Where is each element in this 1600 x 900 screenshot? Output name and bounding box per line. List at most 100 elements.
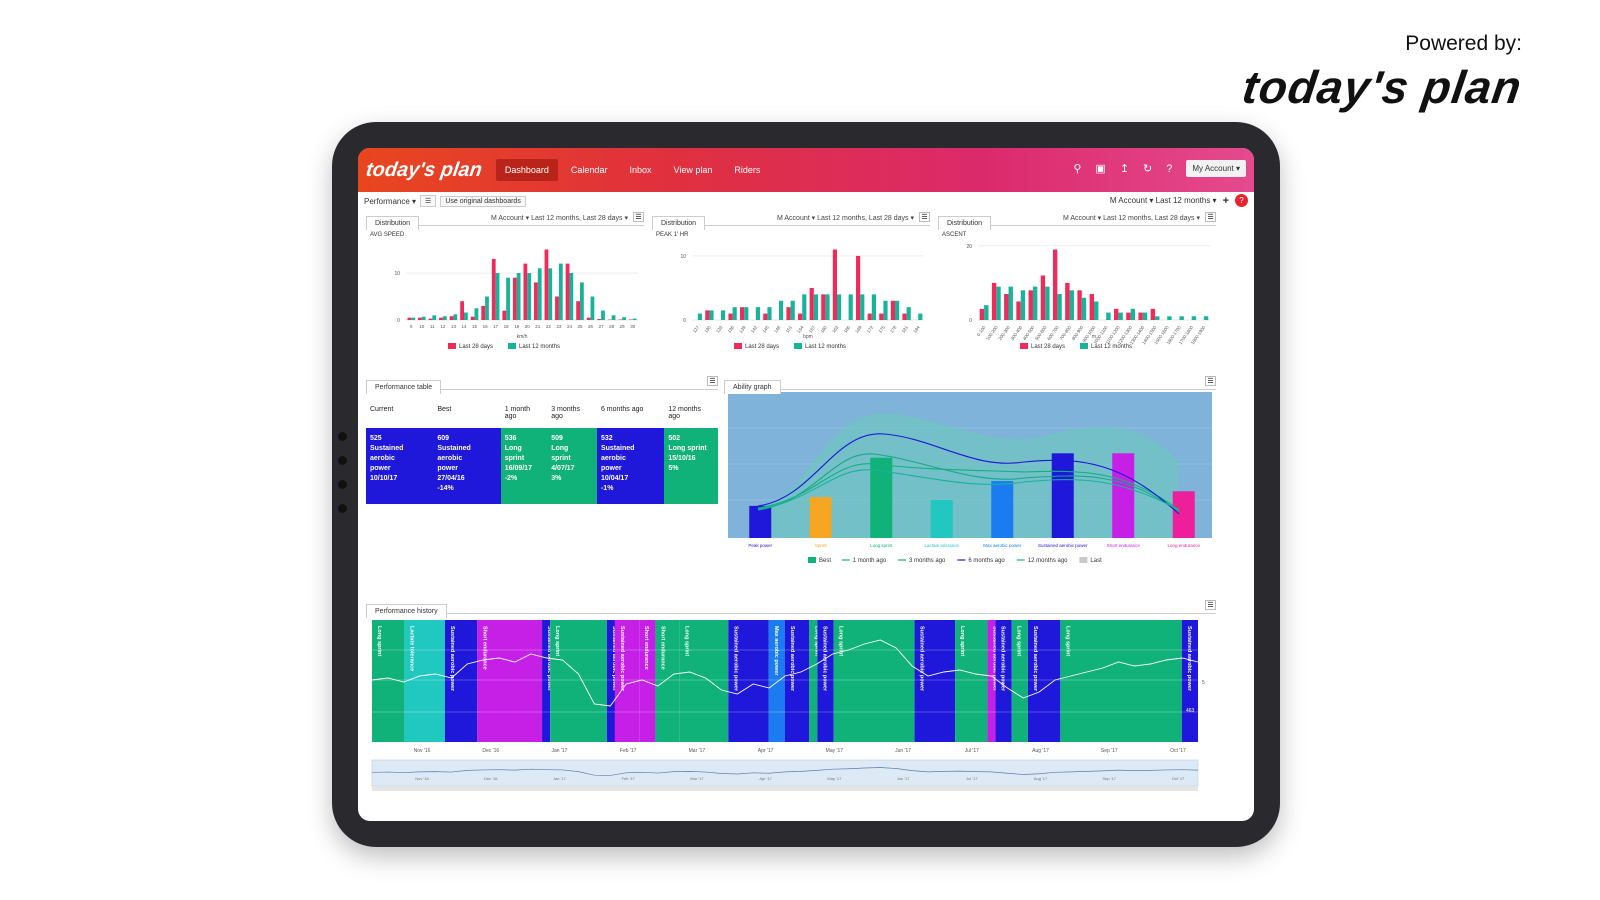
category-label: Sustained aerobic power bbox=[1038, 543, 1088, 548]
bar-last-12-months bbox=[837, 294, 842, 320]
tab-distribution[interactable]: Distribution bbox=[366, 216, 420, 230]
my-account-button[interactable]: My Account ▾ bbox=[1186, 160, 1246, 177]
x-tick-label: 145 bbox=[761, 324, 770, 333]
legend-label: 6 months ago bbox=[968, 558, 1005, 564]
segment-label: Sustained aerobic power bbox=[919, 626, 925, 692]
segment-label: Long sprint bbox=[376, 626, 382, 656]
bar-last-28-days bbox=[1089, 294, 1094, 320]
bar-last-28-days bbox=[544, 249, 549, 320]
nav-calendar[interactable]: Calendar bbox=[570, 165, 608, 175]
line-3-months-ago bbox=[757, 453, 1180, 513]
bar-last-28-days bbox=[763, 313, 768, 320]
x-tick-label: 151 bbox=[785, 324, 794, 333]
tab-ability-graph[interactable]: Ability graph bbox=[724, 380, 781, 394]
bar-last-28-days bbox=[867, 313, 872, 320]
tab-performance-table[interactable]: Performance table bbox=[366, 380, 442, 394]
clipboard-icon[interactable]: ▣ bbox=[1095, 163, 1106, 175]
menu-icon[interactable]: ☰ bbox=[633, 212, 644, 222]
legend-swatch-12m bbox=[794, 343, 802, 349]
bar-last-12-months bbox=[883, 300, 888, 320]
bar-last-12-months bbox=[802, 294, 807, 320]
use-original-dashboards-button[interactable]: Use original dashboards bbox=[440, 195, 526, 207]
category-label: Max aerobic power bbox=[983, 543, 1022, 548]
y-tick-label: 0 bbox=[969, 318, 972, 324]
table-cell[interactable]: 502 Long sprint 15/10/16 5% bbox=[664, 428, 718, 504]
x-tick-label: 127 bbox=[692, 324, 701, 333]
history-segment bbox=[785, 620, 810, 742]
nav-view-plan[interactable]: View plan bbox=[673, 165, 713, 175]
bar-last-28-days bbox=[879, 313, 884, 320]
segment-label: Sustained aerobic power bbox=[991, 626, 997, 692]
distribution-filter[interactable]: M Account ▾ Last 12 months, Last 28 days… bbox=[491, 215, 628, 222]
help-icon[interactable]: ? bbox=[1166, 162, 1173, 175]
sync-icon[interactable]: ↻ bbox=[1143, 163, 1153, 175]
help-badge-icon[interactable]: ? bbox=[1235, 194, 1248, 207]
bar-last-12-months bbox=[453, 314, 458, 320]
menu-icon[interactable]: ☰ bbox=[1205, 600, 1216, 610]
table-cell-line: 27/04/16 bbox=[437, 475, 465, 482]
legend-last-28-days: Last 28 days bbox=[459, 344, 493, 350]
x-tick-label: 22 bbox=[546, 324, 552, 329]
table-cell-line: sprint bbox=[504, 455, 525, 462]
nav-riders[interactable]: Riders bbox=[734, 165, 761, 175]
dashboard-view-select[interactable]: Performance ▾ bbox=[364, 196, 417, 206]
nav-dashboard[interactable]: Dashboard bbox=[495, 159, 558, 181]
performance-table: Current Best 1 month ago 3 months ago 6 mont… bbox=[366, 402, 718, 504]
table-cell-line: 525 bbox=[370, 435, 382, 442]
bar-last-28-days bbox=[890, 300, 895, 320]
bar-last-12-months bbox=[1081, 297, 1087, 320]
table-cell[interactable]: 509 Long sprint 4/07/17 3% bbox=[547, 428, 597, 504]
segment-label: Long sprint bbox=[959, 626, 965, 656]
segment-label: Sustained aerobic power bbox=[789, 626, 795, 692]
distribution-filter[interactable]: M Account ▾ Last 12 months, Last 28 days… bbox=[777, 215, 914, 222]
y-tick-label: 10 bbox=[680, 254, 686, 260]
x-tick-label: 25 bbox=[577, 324, 583, 329]
performance-table-panel: Performance table ☰ Current Best 1 month ag… bbox=[366, 376, 718, 504]
bar-last-12-months bbox=[432, 315, 437, 320]
bar-last-28-days bbox=[597, 319, 602, 320]
navigator-month-label: Feb '17 bbox=[622, 776, 636, 781]
legend-swatch-28d bbox=[1020, 343, 1028, 349]
bar-last-12-months bbox=[721, 310, 726, 320]
table-cell[interactable]: 609 Sustained aerobic power 27/04/16 -14% bbox=[433, 428, 501, 504]
search-icon[interactable]: ⚲ bbox=[1073, 163, 1082, 175]
tab-performance-history[interactable]: Performance history bbox=[366, 604, 447, 618]
y-tick-label: 10 bbox=[394, 271, 400, 277]
table-cell-line: 3% bbox=[551, 475, 562, 482]
bar-last-28-days bbox=[1016, 301, 1021, 320]
bar-last-12-months bbox=[1032, 286, 1038, 320]
menu-icon[interactable]: ☰ bbox=[919, 212, 930, 222]
distribution-filter[interactable]: M Account ▾ Last 12 months, Last 28 days… bbox=[1063, 215, 1200, 222]
menu-icon[interactable]: ☰ bbox=[1205, 212, 1216, 222]
table-cell[interactable]: 525 Sustained aerobic power 10/10/17 bbox=[366, 428, 434, 504]
tab-distribution[interactable]: Distribution bbox=[652, 216, 706, 230]
nav-inbox[interactable]: Inbox bbox=[629, 165, 652, 175]
month-label: Jan '17 bbox=[551, 748, 567, 754]
segment-label: Long sprint bbox=[838, 626, 844, 656]
history-segment bbox=[728, 620, 769, 742]
upload-icon[interactable]: ↥ bbox=[1119, 163, 1130, 175]
table-cell-line: -1% bbox=[600, 485, 614, 492]
table-cell[interactable]: 536 Long sprint 16/09/17 -2% bbox=[500, 428, 548, 504]
chart-metric-title: AVG SPEED bbox=[370, 232, 405, 238]
table-header: Best bbox=[437, 406, 452, 413]
table-cell-line: 536 bbox=[504, 435, 517, 442]
history-segment bbox=[987, 620, 996, 742]
legend-label: Best bbox=[819, 558, 831, 564]
add-widget-icon[interactable]: + bbox=[1222, 194, 1229, 207]
ability-chart: Peak power Sprint Long sprint Lactate toler… bbox=[728, 392, 1212, 564]
bar-last-28-days bbox=[439, 317, 443, 320]
list-icon[interactable]: ☰ bbox=[420, 195, 437, 207]
bar-last-12-months bbox=[755, 307, 760, 320]
x-tick-label: 18 bbox=[504, 324, 510, 329]
app-logo[interactable]: today's plan bbox=[364, 158, 484, 181]
account-period-filter[interactable]: M Account ▾ Last 12 months ▾ bbox=[1109, 196, 1217, 205]
bar-last-28-days bbox=[979, 308, 985, 320]
menu-icon[interactable]: ☰ bbox=[1205, 376, 1216, 386]
distribution-chart: 0 10 9 10 11 12 13 14 15 16 17 18 19 20 21 22 23 24 25 26 27… bbox=[394, 249, 638, 350]
menu-icon[interactable]: ☰ bbox=[707, 376, 718, 386]
table-cell-line: Long bbox=[551, 445, 569, 452]
month-label: Apr '17 bbox=[758, 748, 774, 754]
table-cell[interactable]: 532 Sustained aerobic power 10/04/17 -1% bbox=[596, 428, 665, 504]
tab-distribution[interactable]: Distribution bbox=[938, 216, 992, 230]
